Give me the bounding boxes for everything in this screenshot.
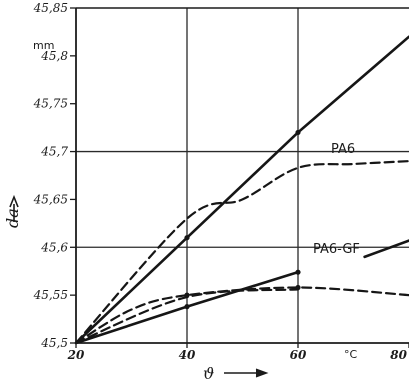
x-tick-label-1: 40 <box>179 348 196 362</box>
data-marker-4 <box>184 292 190 298</box>
y-tick-label-1: 45,55 <box>33 288 68 302</box>
data-marker-2 <box>184 304 190 310</box>
x-tick-label-0: 20 <box>67 348 85 362</box>
tick-labels: 45,5 45,55 45,6 45,65 45,7 45,75 45,8 45,85 20 40… <box>33 1 408 362</box>
series-line-1 <box>74 160 409 345</box>
data-series <box>74 35 409 345</box>
y-tick-label-0: 45,5 <box>40 336 68 350</box>
y-tick-label-2: 45,6 <box>40 240 68 254</box>
grid-lines <box>76 8 409 343</box>
y-tick-label-4: 45,7 <box>40 145 68 159</box>
x-tick-label-2: 60 <box>290 348 307 362</box>
x-tick-label-3: 80 <box>390 348 407 362</box>
plot-frame <box>70 7 409 348</box>
y-axis-title: da <box>3 194 22 228</box>
y-tick-label-7: 45,85 <box>33 1 68 15</box>
series-label-pa6: PA6 <box>331 142 355 157</box>
x-unit-label: °C <box>344 348 358 361</box>
y-tick-label-6: 45,8 <box>40 49 68 63</box>
x-axis-title: ϑ <box>203 364 269 383</box>
y-unit-label: mm <box>33 39 54 52</box>
y-axis-label: da <box>3 208 22 228</box>
data-marker-0 <box>184 235 190 241</box>
data-marker-1 <box>295 129 301 136</box>
data-marker-5 <box>295 284 301 291</box>
series-labels: PA6 PA6-GF <box>313 142 360 257</box>
y-tick-label-5: 45,75 <box>33 97 68 111</box>
data-markers <box>184 129 301 310</box>
data-marker-3 <box>295 269 301 275</box>
y-axis-arrow-head <box>9 194 19 208</box>
series-line-3 <box>363 239 409 259</box>
series-line-0 <box>74 35 409 345</box>
series-label-pa6-gf: PA6-GF <box>313 242 360 257</box>
y-tick-label-3: 45,65 <box>33 192 68 206</box>
x-axis-arrow-head <box>255 368 269 378</box>
x-axis-label: ϑ <box>203 364 214 383</box>
